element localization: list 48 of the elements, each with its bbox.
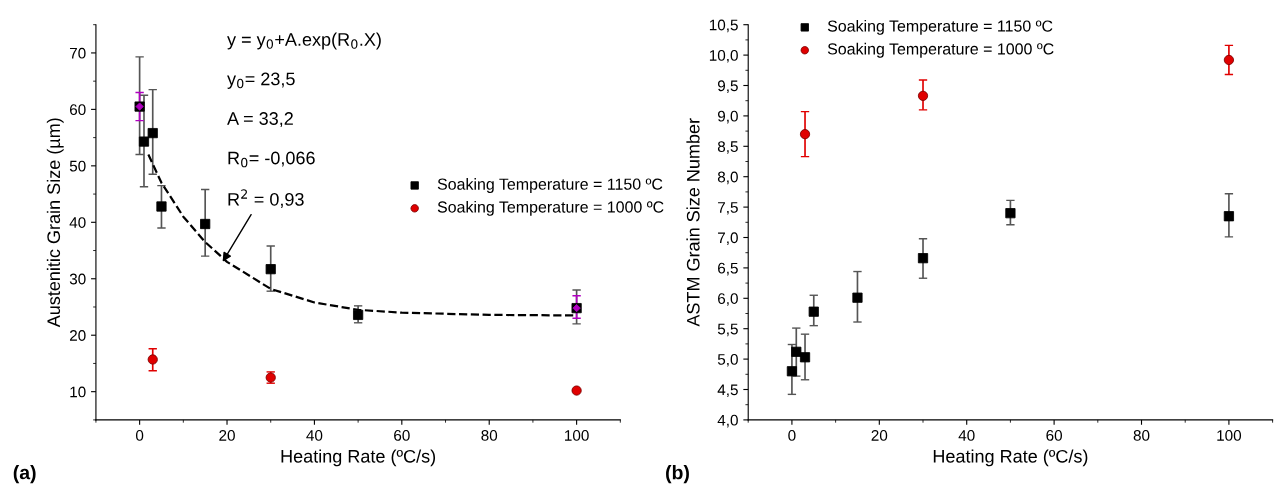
- legend-label: Soaking Temperature = 1150 ºC: [827, 19, 1053, 35]
- y-tick-label: 4,5: [717, 384, 738, 397]
- y-tick-label: 30: [69, 273, 86, 285]
- y-axis-title: ASTM Grain Size Number: [686, 118, 700, 327]
- x-axis-title: Heating Rate (ºC/s): [281, 449, 436, 467]
- x-tick-label: 20: [871, 430, 888, 441]
- y-tick-label: 7,0: [718, 232, 738, 245]
- legend-label: Soaking Temperature = 1000 ºC: [437, 200, 664, 216]
- y-tick-label: 6,5: [718, 262, 738, 276]
- y-tick-label: 4,0: [717, 414, 738, 428]
- annotation: R$^{2}$ = 0,93: [228, 189, 304, 208]
- annotation: A = 33,2: [227, 112, 293, 128]
- x-tick-label: 20: [219, 430, 235, 441]
- text: (b): [666, 465, 689, 484]
- x-tick-label: 0: [788, 430, 796, 441]
- y-tick-label: 70: [69, 47, 86, 59]
- x-tick-label: 60: [1046, 430, 1063, 441]
- x-tick-label: 100: [565, 430, 589, 441]
- x-tick-label: 100: [1217, 430, 1242, 441]
- y-tick-label: 20: [69, 330, 86, 341]
- y-tick-label: 5,0: [717, 353, 738, 367]
- x-tick-label: 80: [481, 430, 498, 441]
- y-tick-label: 8,0: [717, 171, 738, 185]
- legend-label: Soaking Temperature = 1000 ºC: [827, 42, 1054, 58]
- x-tick-label: 40: [306, 430, 323, 441]
- legend-label: Soaking Temperature = 1150 ºC: [437, 178, 663, 193]
- x-tick-label: 60: [394, 430, 410, 441]
- y-tick-label: 5,5: [717, 323, 738, 337]
- y-tick-label: 10,5: [709, 19, 738, 33]
- y-axis-title: Austenitic Grain Size (µm): [46, 118, 64, 328]
- y-tick-label: 8,5: [717, 141, 738, 154]
- y-tick-label: 10: [70, 386, 86, 398]
- y-tick-label: 40: [69, 217, 86, 228]
- x-axis-title: Heating Rate (ºC/s): [933, 449, 1088, 467]
- y-tick-label: 50: [69, 160, 86, 172]
- x-tick-label: 40: [958, 430, 975, 441]
- y-tick-label: 9,0: [717, 110, 738, 124]
- y-tick-label: 9,5: [717, 80, 738, 93]
- y-tick-label: 60: [69, 104, 86, 116]
- x-tick-label: 0: [135, 430, 144, 441]
- y-tick-label: 7,5: [718, 202, 738, 215]
- y-tick-label: 6,0: [718, 293, 738, 306]
- annotation: y$_{0}$= 23,5: [227, 72, 295, 89]
- annotation: y = y$_{0}$+A.exp(R$_{0}$.X): [227, 32, 381, 50]
- text: (a): [13, 465, 36, 484]
- x-tick-label: 80: [1133, 430, 1150, 441]
- y-tick-label: 10,0: [709, 49, 738, 63]
- annotation: R$_{0}$= -0,066: [228, 151, 315, 168]
